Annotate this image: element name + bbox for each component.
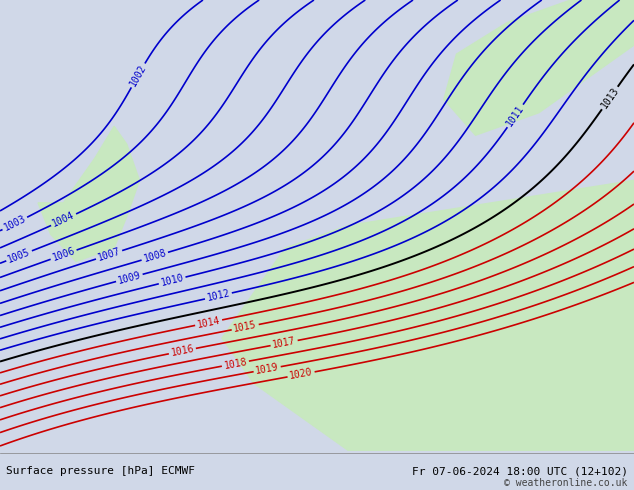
Text: 1018: 1018 [223, 357, 248, 371]
Text: 1004: 1004 [51, 210, 76, 229]
Text: Fr 07-06-2024 18:00 UTC (12+102): Fr 07-06-2024 18:00 UTC (12+102) [411, 466, 628, 476]
Text: 1008: 1008 [142, 248, 167, 264]
Text: 1003: 1003 [2, 214, 28, 233]
Text: Surface pressure [hPa] ECMWF: Surface pressure [hPa] ECMWF [6, 466, 195, 476]
Text: 1012: 1012 [206, 289, 231, 303]
Text: 1014: 1014 [196, 316, 221, 330]
Text: 1009: 1009 [117, 270, 142, 286]
Text: 1002: 1002 [128, 63, 148, 88]
Text: © weatheronline.co.uk: © weatheronline.co.uk [504, 478, 628, 488]
Text: 1010: 1010 [160, 273, 184, 288]
Text: 1019: 1019 [255, 362, 280, 376]
Text: 1017: 1017 [271, 336, 297, 350]
Text: 1005: 1005 [6, 247, 32, 265]
Text: 1006: 1006 [51, 246, 76, 263]
Text: 1011: 1011 [505, 103, 526, 128]
Polygon shape [222, 180, 634, 451]
Polygon shape [38, 126, 139, 262]
Polygon shape [444, 0, 634, 135]
Text: 1007: 1007 [96, 246, 122, 263]
Text: 1015: 1015 [233, 320, 257, 334]
Text: 1020: 1020 [288, 368, 314, 382]
Text: 1013: 1013 [599, 86, 621, 110]
Text: 1016: 1016 [170, 344, 195, 358]
Polygon shape [304, 270, 539, 369]
